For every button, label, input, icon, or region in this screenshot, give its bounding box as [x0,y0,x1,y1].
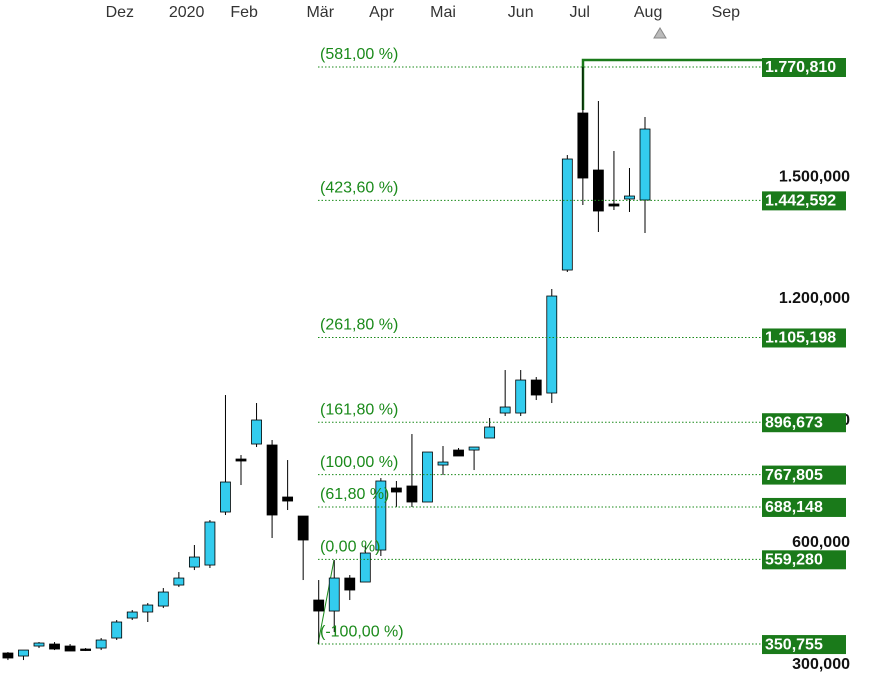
fib-value-box: 559,280 [762,550,846,570]
fib-value-box: 1.105,198 [762,328,846,348]
x-tick-label: Aug [634,4,662,21]
fib-value-bg [762,550,846,570]
candle-body [359,552,371,583]
candle-body [33,642,45,647]
candle-body [406,485,418,503]
fib-label: (423,60 %) [320,180,398,197]
candle-body [126,611,138,619]
x-tick-label: Jul [570,4,590,21]
candle-body [251,419,262,445]
x-tick-label: Mai [430,4,456,21]
fib-value-box: 767,805 [762,465,846,485]
candle-body [111,621,123,639]
x-tick-label: Apr [369,4,395,21]
fib-value-label: 559,280 [765,552,823,569]
fib-label: (581,00 %) [320,46,398,63]
fib-value-bg [762,191,846,211]
candle-body [375,480,387,551]
candle-body [530,379,542,396]
x-tick-label: Mär [306,4,334,21]
fib-value-label: 767,805 [765,467,823,484]
fib-label: (261,80 %) [320,317,398,334]
fib-value-bg [762,413,846,433]
fib-value-bg [762,58,846,78]
fib-value-bg [762,465,846,485]
candle-body [266,444,278,516]
fib-anchor [317,559,335,645]
candle-body [328,577,340,612]
candle-body [468,446,480,451]
fib-value-bg [762,635,846,655]
candle-body [220,481,231,513]
candle-body [453,449,464,457]
x-tick-label: Jun [508,4,534,21]
fib-value-box: 688,148 [762,497,846,517]
candle-body [142,604,154,613]
fib-value-label: 1.442,592 [765,193,836,210]
candle-body [18,649,29,657]
candle-body [80,648,92,651]
candle-body [188,556,200,568]
candle-body [313,599,325,612]
candle-body [624,195,635,200]
fib-value-label: 1.770,810 [765,59,836,76]
fib-value-box: 1.770,810 [762,58,846,78]
candle-body [235,458,247,462]
fib-value-bg [762,497,846,517]
fib-label: (161,80 %) [320,401,398,418]
candle-body [546,295,558,394]
fib-value-label: 688,148 [765,499,823,516]
candle-body [515,379,527,414]
fib-label: (61,80 %) [320,486,389,503]
x-tick-label: Sep [712,4,741,21]
candle-body [157,591,169,607]
candle-body [95,639,107,649]
candle-body [639,128,651,201]
candle-body [608,203,620,207]
fib-value-label: 896,673 [765,414,823,431]
period-marker [653,27,667,39]
fib-value-box: 350,755 [762,635,846,655]
fib-label: (-100,00 %) [320,623,404,640]
candle-body [2,652,14,659]
fib-value-box: 1.442,592 [762,191,846,211]
x-tick-label: 2020 [169,4,205,21]
x-tick-label: Feb [230,4,258,21]
candle-body [297,515,309,541]
candle-body [577,112,589,179]
candle-body [344,577,356,591]
candle-body [484,426,496,439]
y-tick-label: 600,000 [792,534,850,551]
candle-body [561,158,573,271]
y-tick-label: 1.200,000 [779,290,850,307]
candle-body [282,496,294,502]
candle-body [437,461,449,466]
y-tick-label: 300,000 [792,656,850,673]
candle-body [204,521,216,566]
fib-value-bg [762,328,846,348]
fib-value-box: 896,673 [762,413,846,433]
candle-body [64,645,76,652]
y-tick-label: 1.500,000 [779,168,850,185]
candle-body [422,451,433,503]
candle-body [499,406,511,414]
candle-body [49,643,60,650]
fib-value-label: 1.105,198 [765,330,836,347]
candle-body [390,487,402,493]
fib-label: (0,00 %) [320,539,380,556]
fib-label: (100,00 %) [320,454,398,471]
candle-body [173,577,185,586]
candle-body [592,169,604,212]
x-tick-label: Dez [106,4,134,21]
fib-value-label: 350,755 [765,636,823,653]
